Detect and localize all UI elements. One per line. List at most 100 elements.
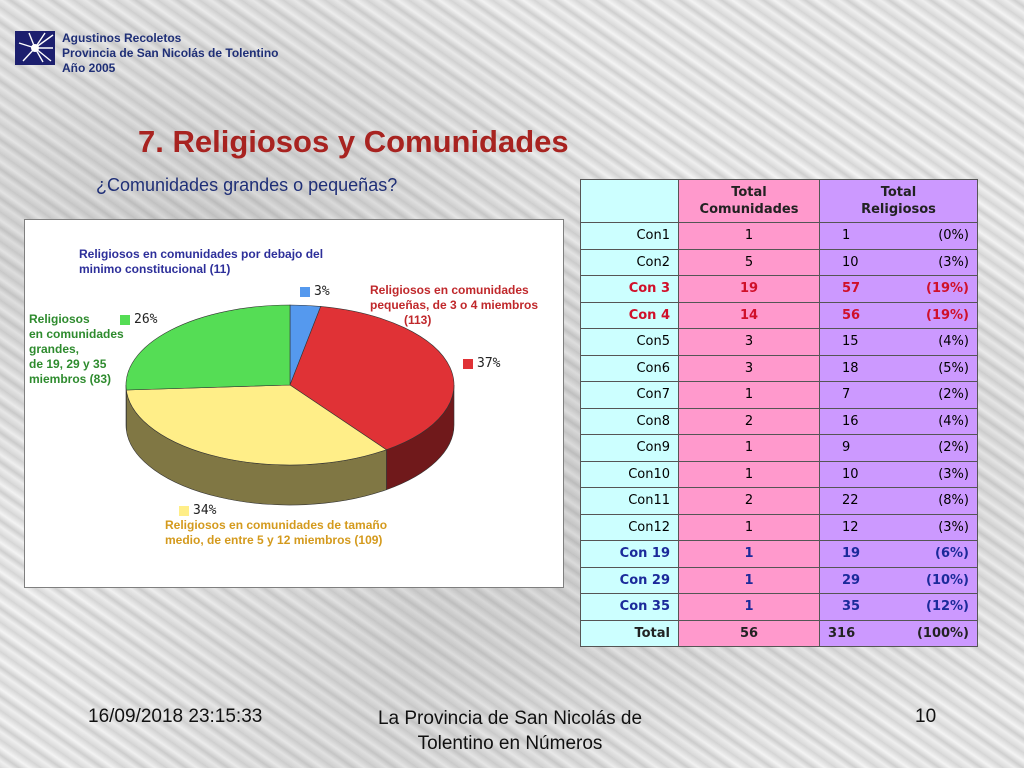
table-row: Con 19 1 19 (6%) — [580, 540, 978, 568]
header-religiosos-line-2: Religiosos — [861, 202, 936, 217]
cell-comunidades: 2 — [678, 407, 820, 435]
label-pequenas-line-1: Religiosos en comunidades — [370, 283, 529, 297]
label-pequenas-line-2: pequeñas, de 3 o 4 miembros — [370, 298, 539, 312]
cell-comunidades: 1 — [678, 381, 820, 409]
label-medio: Religiosos en comunidades de tamaño medi… — [165, 518, 387, 548]
table-header-blank — [580, 179, 679, 223]
cell-religiosos: 10 (3%) — [819, 248, 978, 276]
pie-chart-panel: Religiosos en comunidades por debajo del… — [24, 219, 564, 588]
cell-community-name: Con12 — [580, 513, 679, 541]
label-small-line-1: Religiosos en comunidades por debajo del — [79, 247, 324, 261]
cell-religiosos: 15 (4%) — [819, 328, 978, 356]
cell-community-name: Con 4 — [580, 301, 679, 329]
cell-comunidades: 1 — [678, 460, 820, 488]
cell-religiosos: 12 (3%) — [819, 513, 978, 541]
header-line-2: Provincia de San Nicolás de Tolentino — [62, 46, 279, 60]
cell-community-name: Con2 — [580, 248, 679, 276]
cell-religiosos: 18 (5%) — [819, 354, 978, 382]
cell-comunidades: 2 — [678, 487, 820, 515]
label-small-3-4: Religiosos en comunidades pequeñas, de 3… — [370, 283, 538, 328]
cell-comunidades: 3 — [678, 328, 820, 356]
cell-community-name: Con9 — [580, 434, 679, 462]
cell-community-name: Con8 — [580, 407, 679, 435]
legend-swatch-small — [300, 286, 310, 297]
header-comunidades-line-1: Total — [731, 185, 767, 200]
cell-comunidades: 5 — [678, 248, 820, 276]
table-row: Con5 3 15 (4%) — [580, 328, 978, 356]
pct-label-pequenas: 37% — [463, 356, 500, 371]
cell-religiosos: 16 (4%) — [819, 407, 978, 435]
footer-title-line-1: La Provincia de San Nicolás de — [377, 708, 643, 729]
cell-religiosos: 7 (2%) — [819, 381, 978, 409]
label-pequenas-line-3: (113) — [404, 313, 432, 327]
slide-title: 7. Religiosos y Comunidades — [138, 124, 569, 159]
cell-comunidades: 56 — [678, 619, 820, 647]
table-row: Con1 1 1 (0%) — [580, 222, 978, 250]
header-block: Agustinos Recoletos Provincia de San Nic… — [62, 31, 279, 76]
page-number: 10 — [915, 706, 937, 727]
cell-community-name: Con 19 — [580, 540, 679, 568]
pct-label-medio: 34% — [179, 503, 216, 518]
legend-swatch-medio — [179, 505, 189, 516]
pie-slice-2 — [125, 384, 388, 466]
table-row: Con 29 1 29 (10%) — [580, 566, 978, 594]
cell-community-name: Con 3 — [580, 275, 679, 303]
legend-swatch-grandes — [120, 314, 130, 325]
table-row: Con7 1 7 (2%) — [580, 381, 978, 409]
cell-comunidades: 3 — [678, 354, 820, 382]
cell-community-name: Con10 — [580, 460, 679, 488]
table-header-comunidades: Total Comunidades — [678, 179, 820, 223]
cell-community-name: Con1 — [580, 222, 679, 250]
cell-comunidades: 19 — [678, 275, 820, 303]
cell-religiosos: 35 (12%) — [819, 593, 978, 621]
legend-swatch-pequenas — [463, 358, 473, 369]
pie-slice-3 — [125, 304, 291, 391]
agustinos-logo — [15, 31, 55, 65]
table-row: Con12 1 12 (3%) — [580, 513, 978, 541]
pct-label-small: 3% — [300, 284, 330, 299]
table-row: Con 3 19 57 (19%) — [580, 275, 978, 303]
cell-religiosos: 56 (19%) — [819, 301, 978, 329]
pct-text-small: 3% — [314, 284, 330, 299]
cell-comunidades: 14 — [678, 301, 820, 329]
label-small-line-2: minimo constitucional (11) — [79, 262, 231, 276]
label-small-communities: Religiosos en comunidades por debajo del… — [79, 247, 323, 277]
pct-text-grandes: 26% — [134, 312, 158, 327]
label-grandes-line-3: grandes, — [29, 342, 80, 356]
communities-table: Total Comunidades Total Religiosos Con1 1… — [580, 179, 978, 647]
label-grandes: Religiosos en comunidades grandes, de 19… — [29, 312, 124, 387]
table-row: Con 35 1 35 (12%) — [580, 593, 978, 621]
pie-slice-1 — [289, 306, 455, 451]
table-row: Con10 1 10 (3%) — [580, 460, 978, 488]
table-header-religiosos: Total Religiosos — [819, 179, 978, 223]
cell-community-name: Con5 — [580, 328, 679, 356]
cell-comunidades: 1 — [678, 222, 820, 250]
label-medio-line-2: medio, de entre 5 y 12 miembros (109) — [165, 533, 383, 547]
cell-community-name: Con7 — [580, 381, 679, 409]
cell-comunidades: 1 — [678, 434, 820, 462]
header-comunidades-line-2: Comunidades — [699, 202, 799, 217]
pct-text-medio: 34% — [193, 503, 217, 518]
cell-community-name: Total — [580, 619, 679, 647]
table-row: Con2 5 10 (3%) — [580, 248, 978, 276]
pct-text-pequenas: 37% — [477, 356, 501, 371]
header-line-3: Año 2005 — [62, 61, 116, 75]
cell-religiosos: 10 (3%) — [819, 460, 978, 488]
cell-community-name: Con 29 — [580, 566, 679, 594]
cell-religiosos: 9 (2%) — [819, 434, 978, 462]
label-grandes-line-5: miembros (83) — [29, 372, 112, 386]
footer-title-line-2: Tolentino en Números — [417, 733, 603, 754]
cell-comunidades: 1 — [678, 566, 820, 594]
cell-community-name: Con11 — [580, 487, 679, 515]
table-row: Con6 3 18 (5%) — [580, 354, 978, 382]
pie-chart — [125, 304, 455, 506]
table-header-row: Total Comunidades Total Religiosos — [580, 179, 978, 223]
table-row: Con9 1 9 (2%) — [580, 434, 978, 462]
footer-date: 16/09/2018 23:15:33 — [88, 706, 263, 727]
label-medio-line-1: Religiosos en comunidades de tamaño — [165, 518, 388, 532]
cell-religiosos: 316 (100%) — [819, 619, 978, 647]
cell-comunidades: 1 — [678, 593, 820, 621]
header-religiosos-line-1: Total — [880, 185, 917, 200]
table-row: Con 4 14 56 (19%) — [580, 301, 978, 329]
label-grandes-line-4: de 19, 29 y 35 — [29, 357, 107, 371]
